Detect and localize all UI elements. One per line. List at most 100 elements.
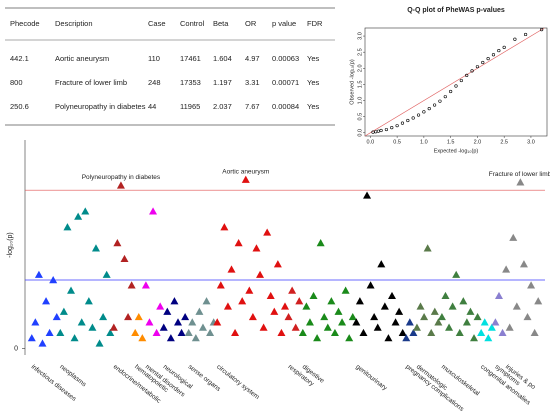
point bbox=[512, 302, 521, 310]
point bbox=[473, 312, 482, 321]
point bbox=[376, 129, 380, 133]
point bbox=[497, 48, 501, 53]
point bbox=[427, 106, 431, 111]
point bbox=[266, 291, 275, 300]
point bbox=[470, 334, 479, 342]
table-header: Case bbox=[148, 19, 166, 28]
point bbox=[452, 270, 461, 278]
point bbox=[313, 334, 322, 342]
point bbox=[374, 130, 378, 134]
table-header: Phecode bbox=[10, 19, 40, 28]
point bbox=[519, 260, 528, 268]
point bbox=[67, 286, 76, 294]
point bbox=[505, 323, 514, 331]
point bbox=[477, 328, 486, 337]
table-cell: Fracture of lower limb bbox=[55, 78, 127, 87]
point bbox=[52, 312, 61, 321]
table-cell: 800 bbox=[10, 78, 23, 87]
point bbox=[181, 312, 190, 321]
point bbox=[390, 126, 394, 130]
point bbox=[159, 323, 168, 331]
point bbox=[238, 297, 247, 305]
point bbox=[188, 318, 197, 326]
point bbox=[248, 312, 257, 321]
point bbox=[491, 53, 496, 57]
point bbox=[432, 103, 437, 107]
table-cell: 4.97 bbox=[245, 54, 260, 63]
point bbox=[443, 95, 447, 99]
point bbox=[363, 191, 372, 199]
y-axis-label: Observed -log₁₀(p) bbox=[349, 59, 355, 105]
point bbox=[156, 302, 165, 310]
point bbox=[223, 302, 232, 310]
point bbox=[494, 291, 503, 300]
point bbox=[77, 318, 86, 326]
point bbox=[95, 339, 104, 347]
point bbox=[379, 128, 383, 133]
table-header: FDR bbox=[307, 19, 323, 28]
point bbox=[348, 312, 357, 321]
table-cell: 1.197 bbox=[213, 78, 232, 87]
point bbox=[63, 223, 72, 231]
point bbox=[391, 318, 400, 326]
table-header: Control bbox=[180, 19, 205, 28]
point bbox=[334, 307, 343, 315]
table-cell: Polyneuropathy in diabetes bbox=[55, 102, 146, 111]
point-annotation: Polyneuropathy in diabetes bbox=[82, 174, 161, 181]
point bbox=[341, 286, 350, 294]
point bbox=[411, 116, 415, 120]
point bbox=[448, 302, 457, 310]
y-axis-label: -log₁₀(p) bbox=[7, 232, 14, 258]
point bbox=[327, 297, 336, 305]
point bbox=[213, 318, 222, 326]
table-header: OR bbox=[245, 19, 257, 28]
point bbox=[373, 323, 382, 331]
x-tick-label: 2.5 bbox=[500, 139, 508, 145]
point bbox=[191, 334, 200, 342]
table-cell: Yes bbox=[307, 102, 319, 111]
reference-line bbox=[364, 27, 545, 137]
point bbox=[420, 312, 429, 321]
point bbox=[284, 312, 293, 321]
point bbox=[513, 37, 517, 41]
point bbox=[131, 328, 140, 337]
point bbox=[352, 318, 361, 326]
point bbox=[106, 328, 115, 337]
x-tick-label: 3.0 bbox=[527, 139, 535, 145]
x-axis-label: Expected -log₁₀(p) bbox=[434, 148, 479, 154]
point bbox=[441, 291, 450, 300]
table-header: p value bbox=[272, 19, 296, 28]
table-header: Description bbox=[55, 19, 93, 28]
table-cell: 17461 bbox=[180, 54, 201, 63]
chart-title: Q-Q plot of PheWAS p-values bbox=[407, 7, 505, 14]
point bbox=[449, 89, 453, 94]
point bbox=[305, 318, 314, 326]
point bbox=[316, 239, 325, 247]
point bbox=[273, 260, 282, 268]
point bbox=[409, 328, 418, 337]
point bbox=[338, 318, 347, 326]
table-cell: 0.00071 bbox=[272, 78, 299, 87]
point bbox=[234, 239, 243, 247]
point bbox=[455, 328, 464, 337]
point bbox=[127, 281, 136, 289]
point bbox=[427, 328, 436, 337]
point bbox=[288, 286, 297, 294]
point bbox=[320, 312, 329, 321]
point bbox=[387, 291, 396, 300]
point bbox=[502, 45, 506, 49]
point bbox=[323, 323, 332, 331]
point bbox=[81, 207, 90, 215]
x-tick-label: 2.0 bbox=[474, 139, 482, 145]
category-label: circulatory system bbox=[215, 363, 260, 401]
point bbox=[445, 323, 454, 331]
x-tick-label: 1.0 bbox=[420, 139, 428, 145]
point bbox=[27, 334, 36, 342]
point bbox=[438, 99, 442, 103]
point-annotation: Fracture of lower limb bbox=[489, 171, 550, 178]
point bbox=[116, 181, 125, 189]
point bbox=[530, 328, 539, 337]
point bbox=[138, 334, 147, 342]
point bbox=[384, 127, 389, 132]
x-tick-label: 1.5 bbox=[447, 139, 455, 145]
